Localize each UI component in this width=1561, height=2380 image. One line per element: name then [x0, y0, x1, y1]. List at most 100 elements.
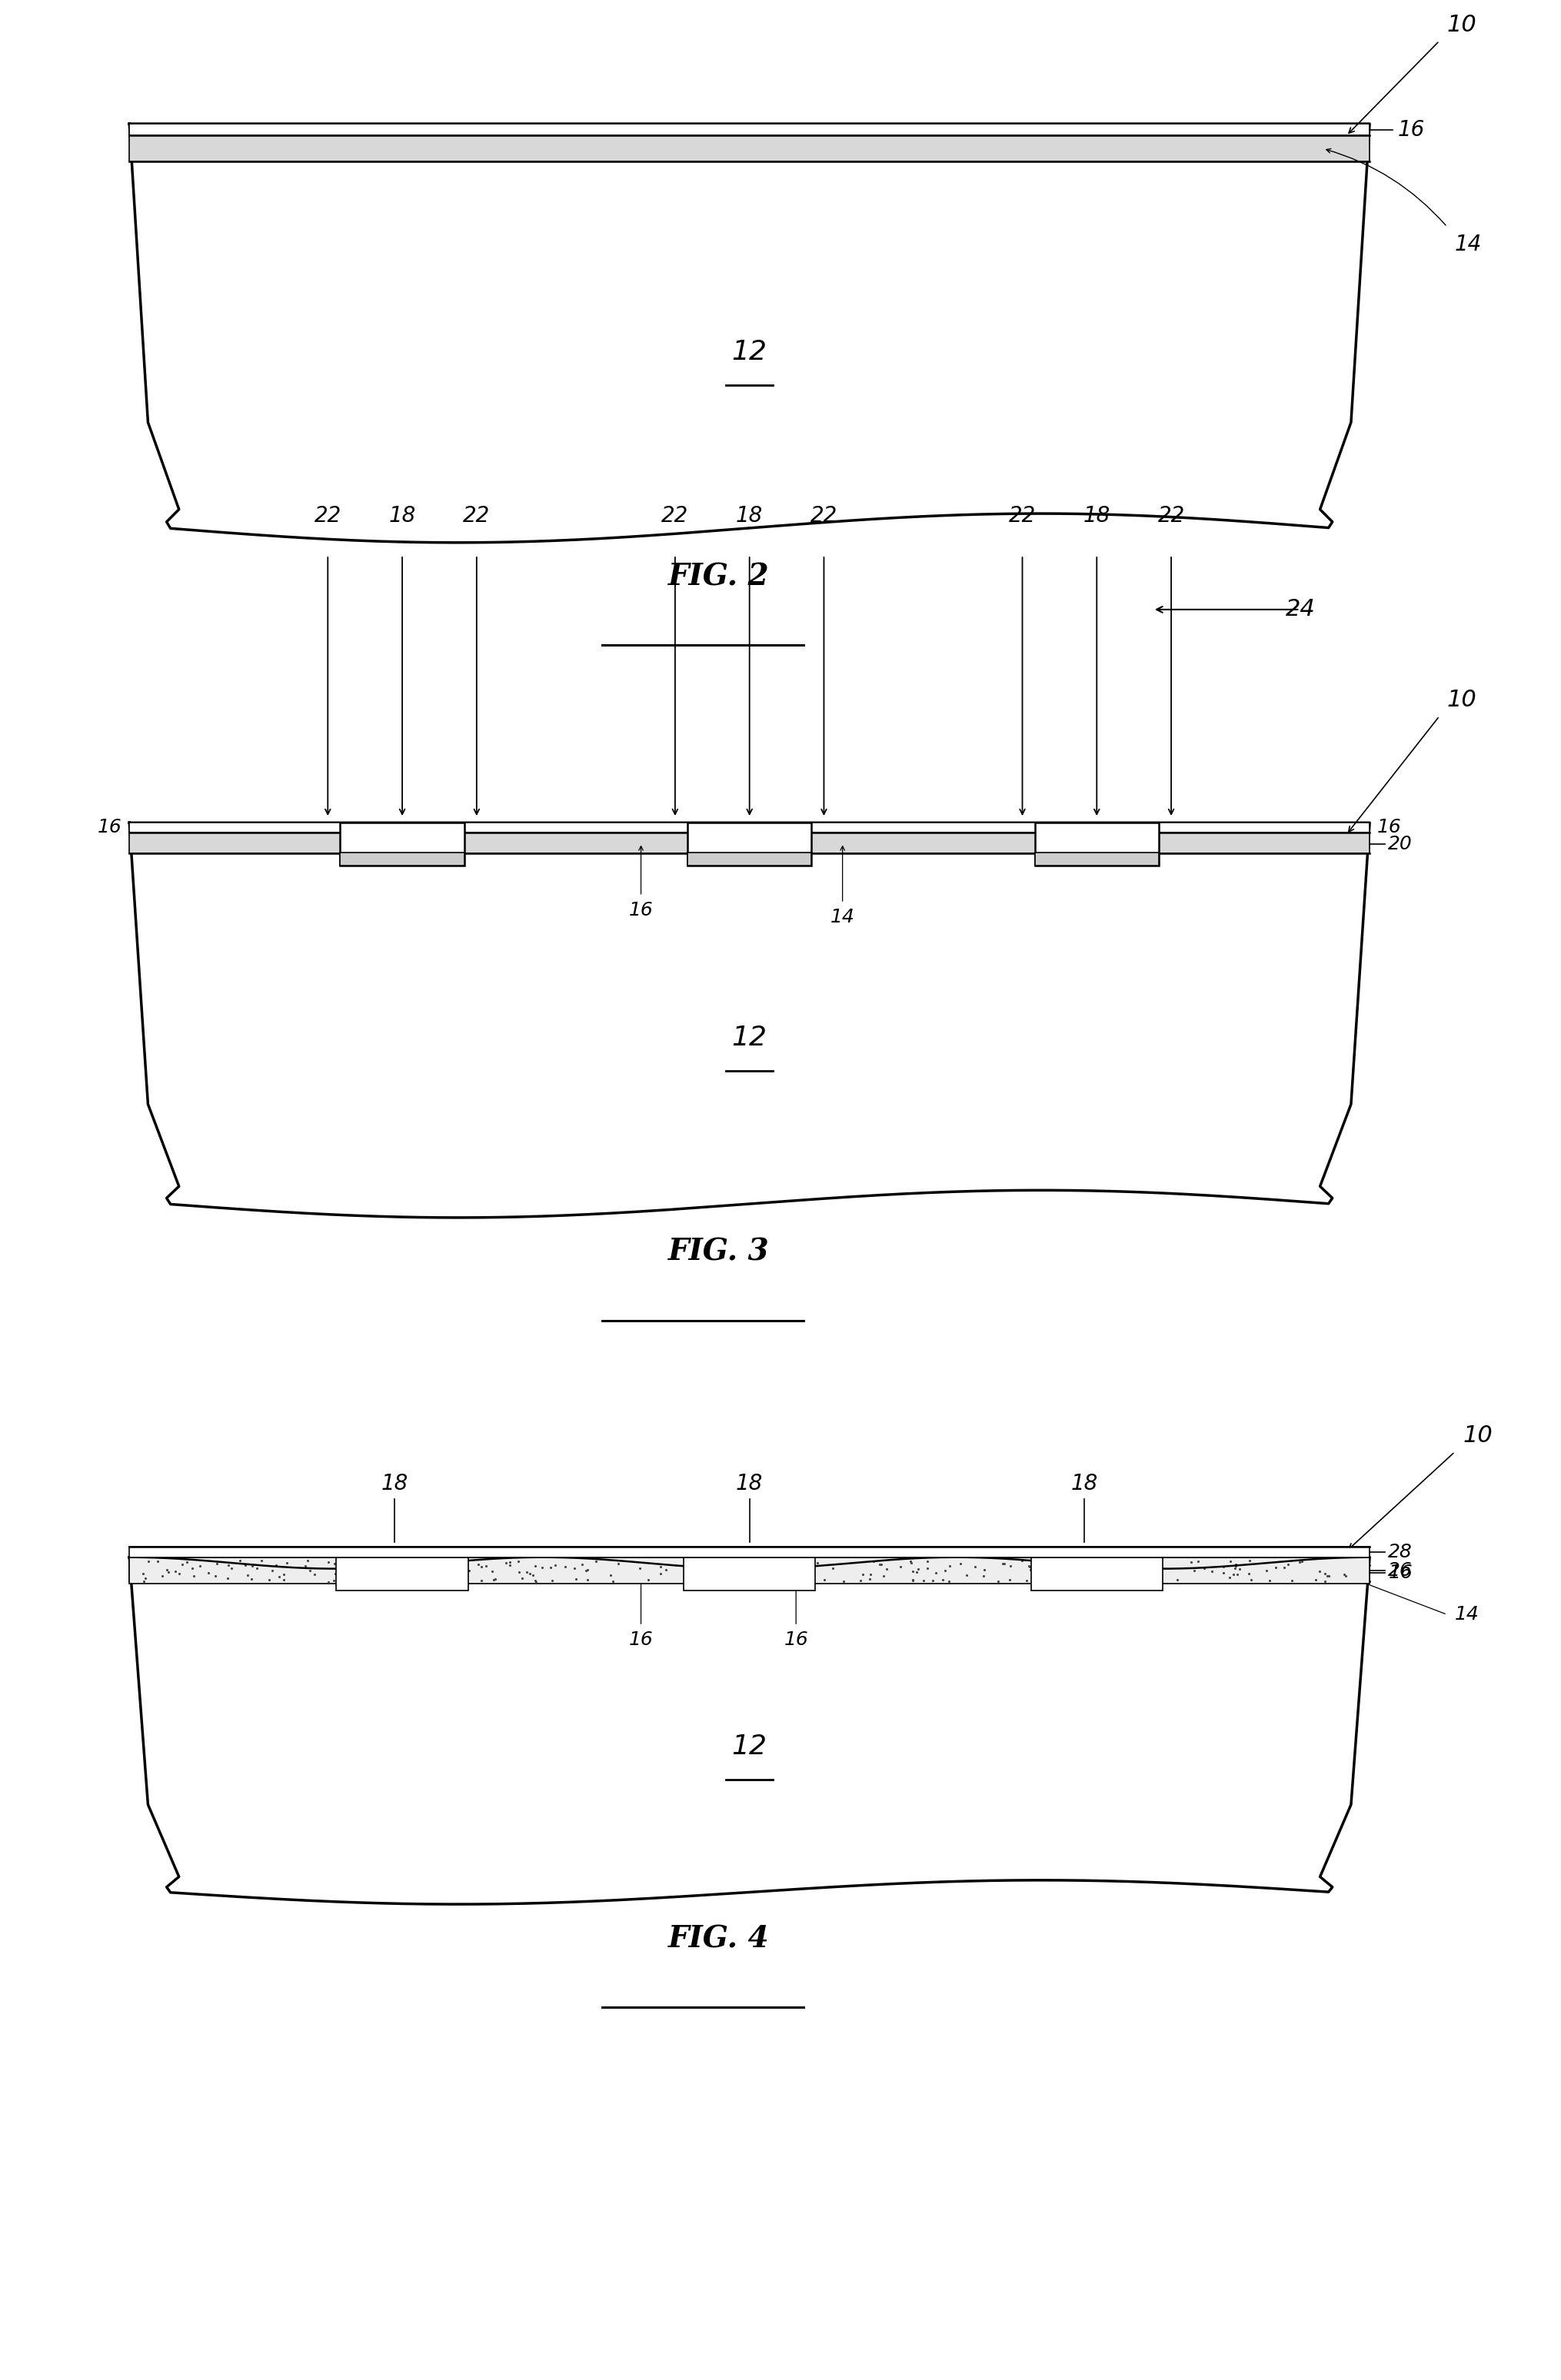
Point [574, 1549, 599, 1587]
Point [370, 1547, 395, 1585]
Point [1165, 1561, 1189, 1599]
Point [702, 1557, 727, 1595]
Bar [687, 852, 812, 866]
Point [239, 1547, 264, 1585]
Text: FIG. 2: FIG. 2 [668, 562, 770, 590]
Bar [684, 1557, 815, 1590]
Text: 18: 18 [389, 505, 415, 526]
Point [1115, 1552, 1140, 1590]
Point [181, 1557, 206, 1595]
Point [239, 1559, 264, 1597]
Point [1113, 1554, 1138, 1592]
Point [175, 1542, 200, 1580]
Text: 22: 22 [1158, 505, 1185, 526]
Text: 16: 16 [1377, 819, 1402, 838]
Point [368, 1561, 393, 1599]
Bar [336, 1557, 468, 1590]
Point [334, 1545, 359, 1583]
Point [1010, 1542, 1035, 1580]
Bar [1035, 852, 1158, 866]
Point [432, 1547, 457, 1585]
Point [297, 1552, 322, 1590]
Point [1211, 1547, 1236, 1585]
Point [1125, 1554, 1150, 1592]
Point [562, 1549, 587, 1587]
Text: 22: 22 [314, 505, 342, 526]
Point [442, 1549, 467, 1587]
Text: 28: 28 [1388, 1542, 1413, 1561]
Point [404, 1554, 429, 1592]
Point [971, 1557, 996, 1595]
Point [973, 1552, 997, 1590]
Point [888, 1547, 913, 1585]
Point [1097, 1564, 1122, 1602]
Text: FIG. 3: FIG. 3 [668, 1238, 770, 1266]
Text: 14: 14 [1455, 1606, 1480, 1623]
Point [912, 1561, 937, 1599]
Point [901, 1561, 926, 1599]
Text: 16: 16 [1397, 119, 1425, 140]
Point [155, 1552, 180, 1590]
Bar [130, 1557, 1369, 1564]
Point [520, 1557, 545, 1595]
Bar [1035, 823, 1158, 866]
Polygon shape [130, 124, 1369, 543]
Point [1218, 1559, 1243, 1597]
Point [421, 1561, 446, 1599]
Point [404, 1542, 429, 1580]
Text: 12: 12 [732, 338, 766, 364]
Point [740, 1559, 765, 1597]
Point [450, 1542, 475, 1580]
Point [1253, 1552, 1278, 1590]
Point [1127, 1542, 1152, 1580]
Point [322, 1545, 347, 1583]
Text: 18: 18 [735, 1473, 763, 1495]
Point [365, 1559, 390, 1597]
Point [259, 1552, 284, 1590]
Point [830, 1561, 855, 1599]
Point [468, 1547, 493, 1585]
Point [1224, 1547, 1249, 1585]
Point [584, 1542, 609, 1580]
Point [514, 1554, 539, 1592]
Bar [340, 852, 464, 866]
Point [353, 1549, 378, 1587]
Point [322, 1561, 347, 1599]
Polygon shape [130, 823, 1369, 1219]
Point [1316, 1557, 1341, 1595]
Point [493, 1545, 518, 1583]
Point [272, 1561, 297, 1599]
Point [1236, 1554, 1261, 1592]
Text: 10: 10 [1447, 690, 1477, 712]
Point [136, 1542, 161, 1580]
Point [479, 1552, 504, 1590]
Point [901, 1561, 926, 1599]
Point [1018, 1547, 1043, 1585]
Point [1147, 1545, 1172, 1583]
Point [1040, 1552, 1065, 1590]
Text: 16: 16 [784, 1630, 809, 1649]
Point [1332, 1557, 1357, 1595]
Point [473, 1547, 498, 1585]
Point [293, 1547, 318, 1585]
Point [1069, 1554, 1094, 1592]
Point [1182, 1552, 1207, 1590]
Point [540, 1561, 565, 1599]
Point [167, 1554, 192, 1592]
Point [180, 1549, 204, 1587]
Point [954, 1557, 979, 1595]
Point [859, 1554, 884, 1592]
Point [131, 1554, 156, 1592]
Point [131, 1564, 156, 1602]
Point [509, 1559, 534, 1597]
Point [785, 1549, 810, 1587]
Point [1257, 1561, 1282, 1599]
Point [796, 1547, 821, 1585]
Point [1071, 1554, 1096, 1592]
Text: 24: 24 [1286, 597, 1316, 621]
Point [295, 1542, 320, 1580]
Point [350, 1552, 375, 1590]
Point [930, 1561, 955, 1599]
Point [901, 1552, 926, 1590]
Point [1280, 1561, 1305, 1599]
